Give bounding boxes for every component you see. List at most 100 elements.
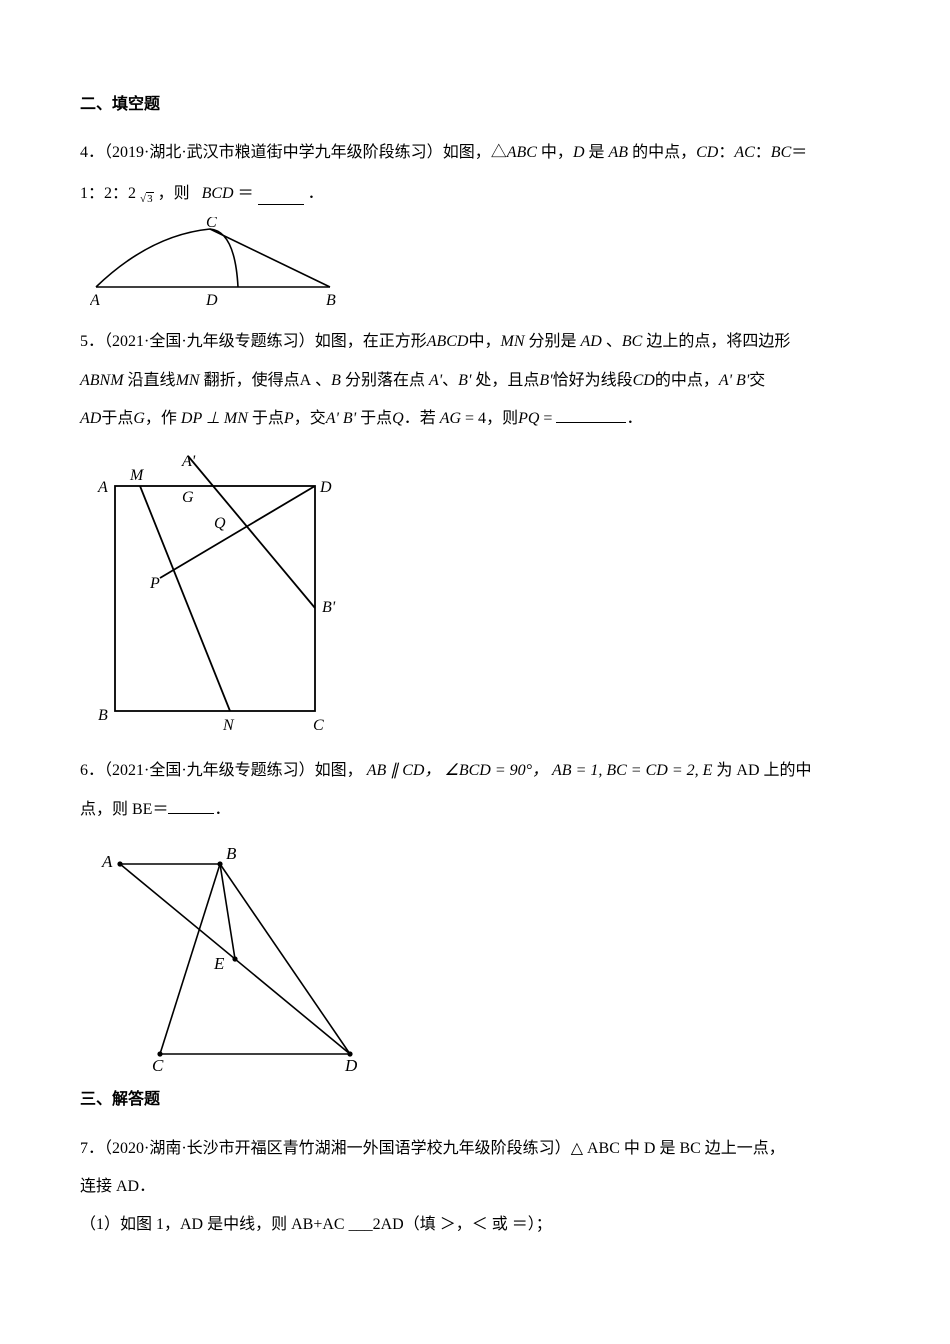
p5-ApBp: A' B': [719, 372, 749, 389]
p4-then: ，则: [158, 183, 190, 205]
p5-t2: 中，: [468, 333, 500, 350]
p6-abv: AB = 1, BC = CD = 2, E: [552, 762, 712, 779]
p5-t16: ，作: [145, 410, 181, 427]
p4-sqrt-inner: √3: [140, 192, 154, 205]
p5-ABCD: ABCD: [427, 333, 469, 350]
p5-label-G: G: [182, 489, 194, 506]
p5-t13: 的中点，: [655, 372, 719, 389]
p4-tc: 是: [585, 144, 609, 161]
p4-diagram: A D B C: [90, 217, 870, 309]
p5-MN2: MN: [176, 372, 200, 389]
p5-per: ．: [626, 410, 642, 427]
p5-label-D: D: [319, 479, 332, 496]
p6-line2: 点，则 BE＝ ．: [80, 791, 870, 829]
p6-label-C: C: [152, 1056, 164, 1071]
p7-line1: 7．（2020·湖南·长沙市开福区青竹湖湘一外国语学校九年级阶段练习）△ ABC…: [80, 1130, 870, 1168]
p5-t7: 翻折，使得点: [200, 372, 300, 389]
p5-Aa: A: [300, 372, 312, 389]
p5-Bpr2: B': [539, 372, 552, 389]
p6-blank: [168, 799, 214, 813]
problem-4: 4．（2019·湖北·武汉市粮道街中学九年级阶段练习）如图，△ABC 中，D 是…: [80, 134, 870, 309]
p5-t9: 分别落在点: [341, 372, 429, 389]
p4-eq2: ＝: [238, 183, 254, 205]
p4-tb: 中，: [537, 144, 573, 161]
p5-label-C: C: [313, 717, 324, 734]
p5-Bpr: B': [458, 372, 471, 389]
p4-sqrt-exp: √3: [140, 192, 154, 205]
p5-perp: ⊥: [202, 410, 224, 427]
p4-label-B: B: [326, 292, 336, 309]
p4-label-C: C: [206, 217, 217, 231]
p6-source: （2021·全国·九年级专题练习）如图，: [104, 762, 363, 779]
p6-par: AB ∥ CD，: [367, 762, 441, 779]
p6-label-B: B: [226, 844, 237, 863]
p6-number: 6．: [80, 762, 104, 779]
p6-diagram: A B C D E: [90, 839, 870, 1071]
p5-AD2: AD: [80, 410, 101, 427]
p5-t11: 处，且点: [471, 372, 539, 389]
p5-DP: DP: [181, 410, 202, 427]
p5-AG: AG: [440, 410, 461, 427]
p7-t1: △ ABC 中 D 是 BC 边上一点，: [571, 1140, 785, 1157]
p4-svg: A D B C: [90, 217, 340, 309]
p5-t17: 于点: [248, 410, 284, 427]
p7-source: （2020·湖南·长沙市开福区青竹湖湘一外国语学校九年级阶段练习）: [104, 1140, 571, 1157]
p5-MN: MN: [501, 333, 525, 350]
p5-CD2: CD: [633, 372, 655, 389]
p4-AC: AC: [734, 144, 754, 161]
p5-label-P: P: [149, 575, 160, 592]
p4-label-D: D: [205, 292, 218, 309]
p5-svg: A D B C M N A' B' G Q P: [90, 448, 350, 738]
p5-line2: ABNM 沿直线MN 翻折，使得点A 、B 分别落在点 A'、B' 处，且点B'…: [80, 362, 870, 400]
p7-number: 7．: [80, 1140, 104, 1157]
p5-ABNM: ABNM: [80, 372, 124, 389]
p4-ta: 如图，△: [443, 144, 507, 161]
p5-t3: 分别是: [525, 333, 581, 350]
section-heading-fill: 二、填空题: [80, 90, 870, 120]
problem-4-line2: 1：2：2 √3 ，则 BCD ＝ ．: [80, 183, 870, 205]
p5-t20: ．若: [404, 410, 440, 427]
p4-label-A: A: [90, 292, 100, 309]
p5-label-Q: Q: [214, 515, 226, 532]
p5-AD: AD: [581, 333, 602, 350]
p5-t1: 如图，在正方形: [315, 333, 427, 350]
p4-period: ．: [308, 183, 324, 205]
p4-BC: BC: [771, 144, 791, 161]
p5-label-Bp: B': [322, 599, 336, 616]
p4-abc: ABC: [507, 144, 537, 161]
p5-line3: AD于点G，作 DP ⊥ MN 于点P，交A' B' 于点Q．若 AG = 4，…: [80, 400, 870, 438]
section-heading-solve: 三、解答题: [80, 1085, 870, 1115]
problem-4-line1: 4．（2019·湖北·武汉市粮道街中学九年级阶段练习）如图，△ABC 中，D 是…: [80, 134, 870, 172]
p5-BC2: BC: [622, 333, 642, 350]
p5-eqb: =: [539, 410, 556, 427]
p5-label-M: M: [129, 467, 145, 484]
p6-line1: 6．（2021·全国·九年级专题练习）如图， AB ∥ CD， ∠BCD = 9…: [80, 752, 870, 790]
p5-source: （2021·全国·九年级专题练习）: [104, 333, 315, 350]
p5-t18: ，交: [294, 410, 326, 427]
p6-t1: 为 AD 上的中: [716, 762, 811, 779]
p4-CD: CD: [696, 144, 718, 161]
p6-ang: ∠BCD = 90°，: [444, 762, 548, 779]
p5-t19: 于点: [356, 410, 392, 427]
problem-5: 5．（2021·全国·九年级专题练习）如图，在正方形ABCD中，MN 分别是 A…: [80, 323, 870, 738]
p5-number: 5．: [80, 333, 104, 350]
p4-eq: ＝: [791, 144, 807, 161]
p6-t2: 点，则 BE＝: [80, 801, 168, 818]
p5-eq4: = 4: [461, 410, 486, 427]
p5-t4: 、: [602, 333, 622, 350]
problem-6: 6．（2021·全国·九年级专题练习）如图， AB ∥ CD， ∠BCD = 9…: [80, 752, 870, 1071]
p5-P: P: [284, 410, 294, 427]
p4-source: （2019·湖北·武汉市粮道街中学九年级阶段练习）: [104, 144, 443, 161]
p5-t6: 沿直线: [124, 372, 176, 389]
p5-Apr: A': [429, 372, 442, 389]
p4-BCD: BCD: [202, 183, 234, 205]
p6-label-D: D: [344, 1056, 358, 1071]
p5-blank: [556, 409, 626, 423]
p7-t2: 连接 AD．: [80, 1178, 155, 1195]
p5-t10: 、: [442, 372, 458, 389]
p4-td: 的中点，: [628, 144, 696, 161]
p4-c1: ：: [718, 144, 734, 161]
p5-label-Ap: A': [181, 453, 196, 470]
p5-Q: Q: [392, 410, 404, 427]
p6-p: ．: [214, 801, 230, 818]
